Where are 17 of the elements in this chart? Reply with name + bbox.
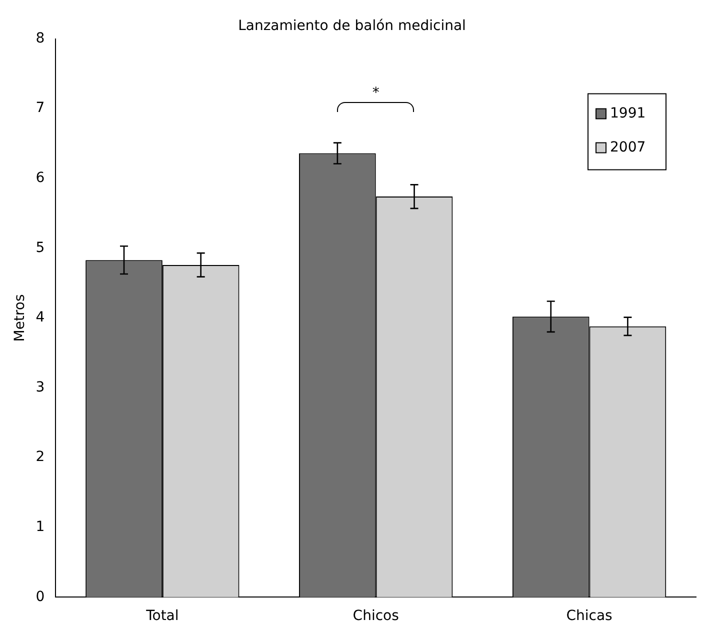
annotation: * [372,84,380,101]
legend-label: 2007 [610,139,646,156]
y-tick-label: 5 [36,240,45,256]
y-tick-label: 3 [36,379,45,396]
y-tick-label: 2 [36,449,45,466]
y-tick-label: 7 [36,100,45,116]
x-tick-label: Total [145,608,179,624]
legend-label: 1991 [610,105,646,122]
chart-title: Lanzamiento de balón medicinal [238,18,466,34]
x-tick-label: Chicas [566,608,612,624]
x-tick-label: Chicos [352,608,399,624]
y-axis-title: Metros [12,294,28,342]
y-tick-label: 0 [36,588,45,605]
y-tick-label: 6 [36,170,45,186]
y-tick-label: 8 [36,30,45,46]
y-tick-label: 1 [36,519,45,536]
y-tick-label: 4 [36,310,45,326]
